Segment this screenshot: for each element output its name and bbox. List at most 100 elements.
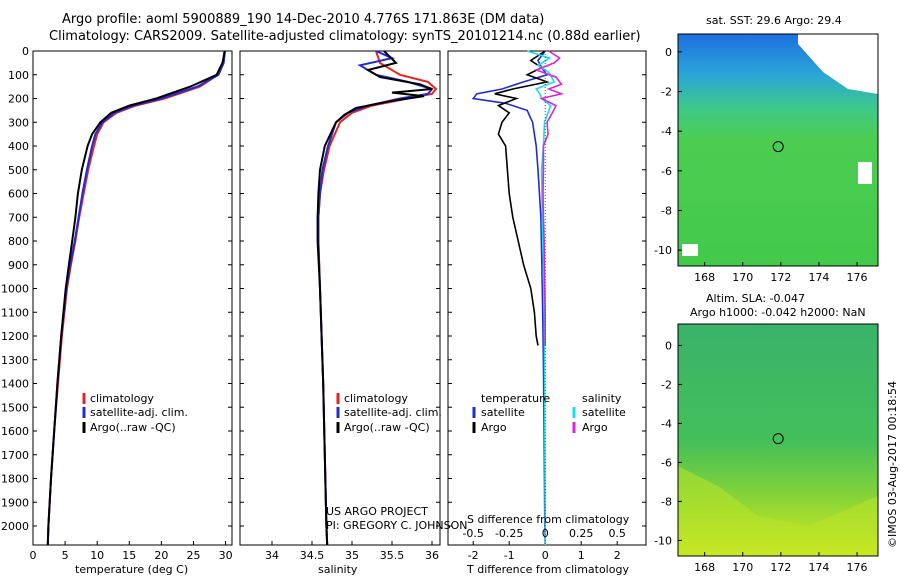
sla-xtick-label: 172 <box>770 561 791 574</box>
differences-xtick-label: 2 <box>614 549 621 562</box>
diff-legend-t-satellite: satellite <box>481 406 525 419</box>
sla-ytick-label: -4 <box>661 417 672 430</box>
project-credit: US ARGO PROJECT <box>326 505 428 518</box>
figure-title-line2: Climatology: CARS2009. Satellite-adjuste… <box>49 29 641 44</box>
temperature-series-2 <box>46 50 226 546</box>
differences-xtick-label: 0 <box>542 549 549 562</box>
depth-tick-label: 700 <box>8 211 29 224</box>
sst-missing-patch <box>682 244 698 256</box>
differences-xtick-label: -2 <box>468 549 479 562</box>
depth-tick-label: 1300 <box>1 354 29 367</box>
temperature-xtick-label: 20 <box>154 549 168 562</box>
sst-argo-marker <box>772 141 784 153</box>
diff-legend-temperature-title: temperature <box>481 392 551 405</box>
sdiff-tick-label: -0.25 <box>495 527 523 540</box>
depth-tick-label: 1500 <box>1 401 29 414</box>
sla-ytick-label: -2 <box>661 378 672 391</box>
sal-legend-argo: Argo(..raw -QC) <box>344 421 430 434</box>
salinity-series-2 <box>316 50 433 546</box>
imos-stamp: ©IMOS 03-Aug-2017 00:18:54 <box>886 381 899 548</box>
sdiff-tick-label: 0 <box>542 527 549 540</box>
depth-tick-label: 200 <box>8 93 29 106</box>
diff-legend-s-argo: Argo <box>582 421 608 434</box>
depth-tick-label: 2000 <box>1 520 29 533</box>
depth-tick-label: 0 <box>22 45 29 58</box>
temp-legend-satellite: satellite-adj. clim. <box>90 406 188 419</box>
differences-series-1 <box>494 50 550 346</box>
sdiff-tick-label: 0.5 <box>608 527 626 540</box>
salinity-xlabel: salinity <box>318 563 358 576</box>
differences-xtick-label: 1 <box>578 549 585 562</box>
sst-ytick-label: -4 <box>661 125 672 138</box>
s-diff-xlabel: S difference from climatology <box>467 513 630 526</box>
sla-map-title-line2: Argo h1000: -0.042 h2000: NaN <box>690 306 866 319</box>
depth-tick-label: 1700 <box>1 449 29 462</box>
depth-tick-label: 900 <box>8 259 29 272</box>
sla-xtick-label: 174 <box>808 561 829 574</box>
depth-tick-label: 1400 <box>1 378 29 391</box>
temp-legend-argo: Argo(..raw -QC) <box>90 421 176 434</box>
sal-legend-satellite: satellite-adj. clim. <box>344 406 442 419</box>
sdiff-tick-label: -0.5 <box>462 527 483 540</box>
sla-frame <box>677 323 879 557</box>
sst-missing-patch <box>858 162 872 184</box>
depth-tick-label: 1900 <box>1 496 29 509</box>
diff-legend-s-satellite: satellite <box>582 406 626 419</box>
sla-ytick-label: -8 <box>661 495 672 508</box>
sal-legend-climatology: climatology <box>344 392 408 405</box>
sst-frame <box>677 33 879 267</box>
depth-tick-label: 500 <box>8 164 29 177</box>
sst-ytick-label: -6 <box>661 165 672 178</box>
sla-ytick-label: -10 <box>654 534 672 547</box>
sst-xtick-label: 168 <box>694 271 715 284</box>
figure-title-line1: Argo profile: aoml 5900889_190 14-Dec-20… <box>62 12 545 27</box>
t-diff-xlabel: T difference from climatology <box>467 563 629 576</box>
temperature-xtick-label: 25 <box>186 549 200 562</box>
depth-tick-label: 1800 <box>1 473 29 486</box>
depth-tick-label: 400 <box>8 140 29 153</box>
sdiff-tick-label: 0.25 <box>569 527 594 540</box>
salinity-xtick-label: 36 <box>425 549 439 562</box>
depth-tick-label: 100 <box>8 69 29 82</box>
depth-tick-label: 1000 <box>1 283 29 296</box>
depth-tick-label: 1600 <box>1 425 29 438</box>
salinity-xtick-label: 34.5 <box>300 549 325 562</box>
differences-xtick-label: -1 <box>504 549 515 562</box>
temperature-frame <box>32 50 233 546</box>
sst-xtick-label: 172 <box>770 271 791 284</box>
temperature-xtick-label: 0 <box>30 549 37 562</box>
diff-legend-t-argo: Argo <box>481 421 507 434</box>
sst-map-title: sat. SST: 29.6 Argo: 29.4 <box>706 14 842 27</box>
salinity-xtick-label: 35.5 <box>380 549 405 562</box>
sst-ytick-label: -10 <box>654 244 672 257</box>
sla-ytick-label: 0 <box>665 339 672 352</box>
sla-argo-marker <box>772 433 784 445</box>
differences-frame <box>447 50 647 546</box>
depth-tick-label: 1200 <box>1 330 29 343</box>
salinity-xtick-label: 34 <box>265 549 279 562</box>
sla-ytick-label: -6 <box>661 456 672 469</box>
sla-xtick-label: 170 <box>732 561 753 574</box>
sst-ytick-label: 0 <box>665 46 672 59</box>
sst-missing-patch <box>798 34 878 94</box>
sst-ytick-label: -2 <box>661 86 672 99</box>
depth-tick-label: 800 <box>8 235 29 248</box>
sst-xtick-label: 170 <box>732 271 753 284</box>
pi-credit: PI: GREGORY C. JOHNSON <box>326 519 468 532</box>
differences-series-3 <box>533 50 565 346</box>
temperature-xtick-label: 15 <box>122 549 136 562</box>
temp-legend-climatology: climatology <box>90 392 154 405</box>
temperature-xtick-label: 10 <box>90 549 104 562</box>
depth-tick-label: 1100 <box>1 306 29 319</box>
sla-xtick-label: 176 <box>847 561 868 574</box>
sla-map-title-line1: Altim. SLA: -0.047 <box>706 292 806 305</box>
differences-series-0 <box>471 50 549 546</box>
sla-xtick-label: 168 <box>694 561 715 574</box>
sla-high-region <box>678 466 878 556</box>
sst-xtick-label: 176 <box>847 271 868 284</box>
sst-xtick-label: 174 <box>808 271 829 284</box>
depth-tick-label: 300 <box>8 116 29 129</box>
sst-ytick-label: -8 <box>661 204 672 217</box>
